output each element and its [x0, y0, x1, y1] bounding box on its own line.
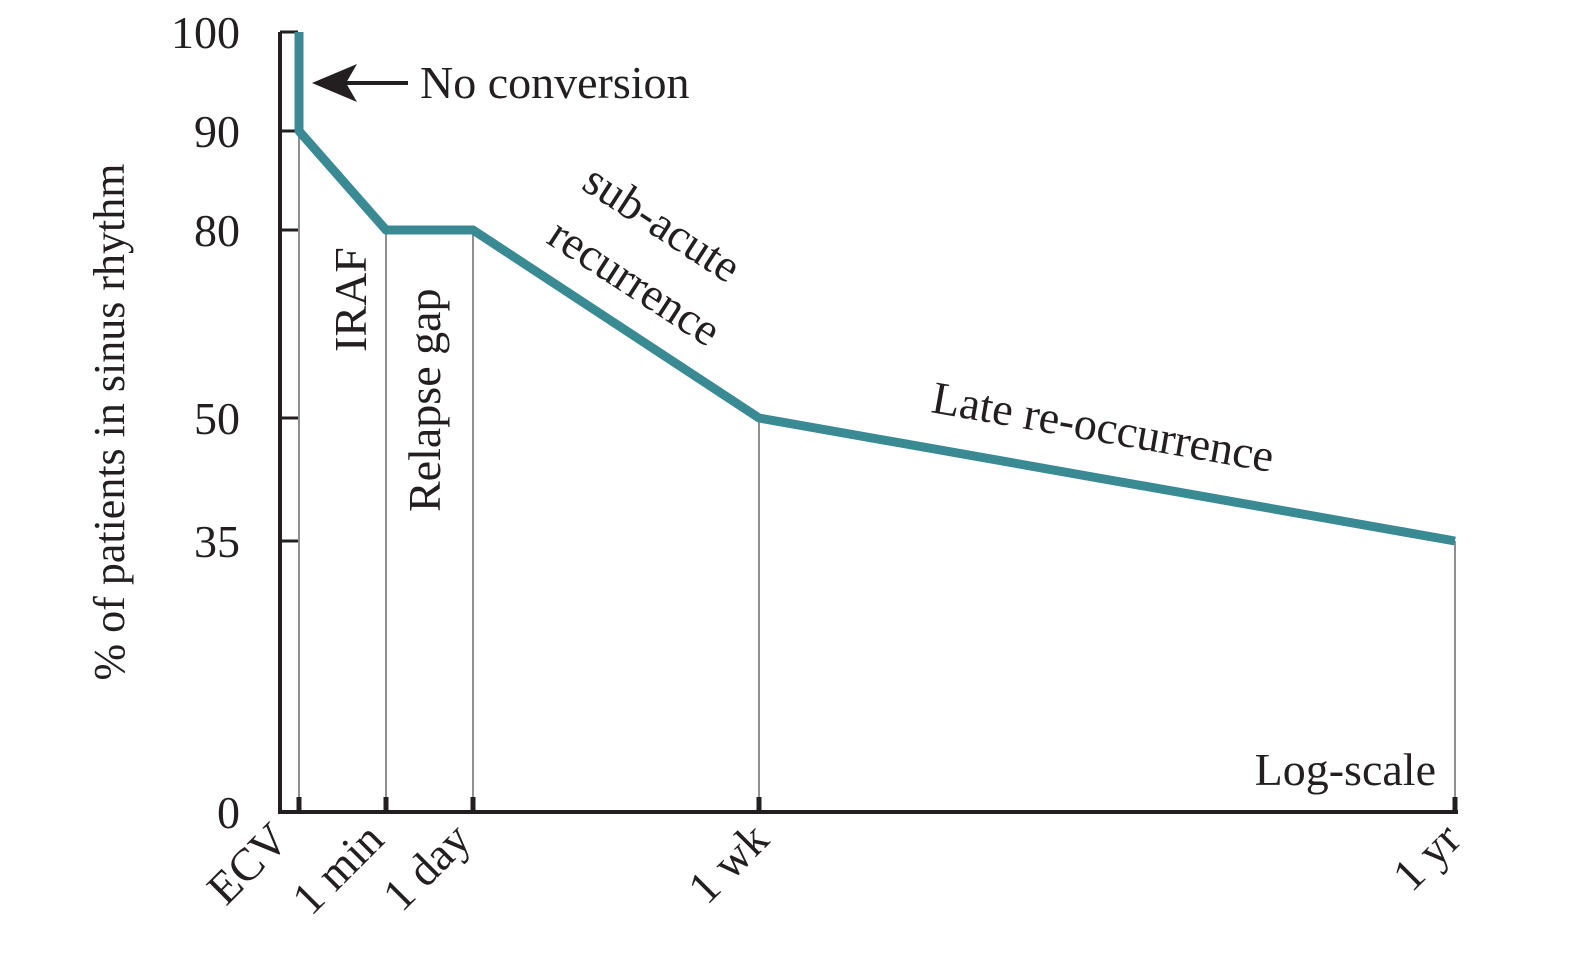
- y-tick-label-90: 90: [194, 106, 240, 157]
- y-tick-label-50: 50: [194, 393, 240, 444]
- y-axis-title: % of patients in sinus rhythm: [85, 164, 134, 681]
- x-tick-label-1-yr: 1 yr: [1383, 813, 1471, 901]
- no-conversion-arrow: [312, 64, 408, 102]
- x-tick-label-1-min: 1 min: [282, 813, 393, 924]
- y-tick-label-100: 100: [171, 7, 240, 58]
- y-tick-label-35: 35: [194, 516, 240, 567]
- x-tick-label-1-day: 1 day: [373, 813, 480, 920]
- y-tick-label-0: 0: [217, 787, 240, 838]
- y-ticks: 0 35 50 80 90 100: [171, 7, 298, 838]
- axes: [278, 32, 1458, 814]
- log-scale-label: Log-scale: [1255, 744, 1436, 795]
- reference-lines: [298, 131, 1456, 812]
- series-layer: [294, 32, 1456, 546]
- no-conversion-label: No conversion: [420, 57, 690, 108]
- x-tick-label-1-wk: 1 wk: [678, 813, 778, 913]
- series-line: [294, 32, 1456, 546]
- late-reoccurrence-label: Late re-occurrence: [928, 372, 1278, 482]
- iraf-label: IRAF: [325, 247, 376, 352]
- y-tick-label-80: 80: [194, 205, 240, 256]
- relapse-gap-label: Relapse gap: [399, 288, 450, 512]
- x-tick-label-ecv: ECV: [197, 813, 298, 914]
